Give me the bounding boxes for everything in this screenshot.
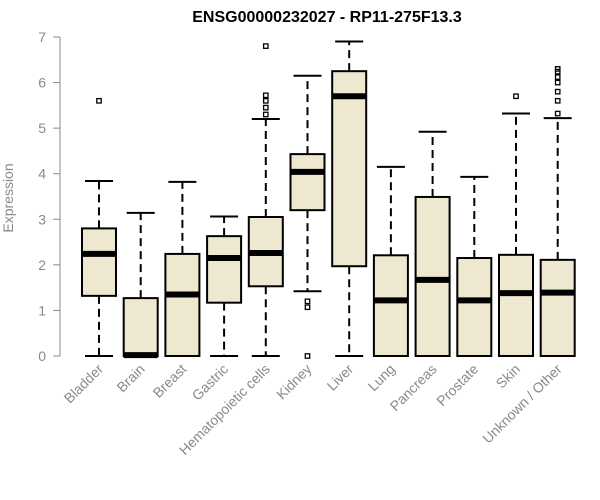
x-tick-label: Unknown / Other bbox=[479, 361, 565, 447]
y-tick-label: 0 bbox=[38, 348, 46, 364]
chart-title: ENSG00000232027 - RP11-275F13.3 bbox=[192, 9, 462, 26]
box-iqr bbox=[164, 252, 201, 357]
y-axis-ticks: 0 1 2 3 4 5 6 7 bbox=[38, 29, 60, 364]
box-iqr bbox=[456, 257, 493, 357]
x-tick-label: Prostate bbox=[433, 361, 481, 409]
x-tick-label: Kidney bbox=[273, 361, 315, 403]
box-group bbox=[122, 211, 159, 359]
box-iqr bbox=[498, 253, 534, 357]
outlier-point bbox=[554, 88, 561, 95]
outlier-point bbox=[262, 43, 269, 49]
y-tick-label: 3 bbox=[38, 211, 46, 227]
x-tick-label: Breast bbox=[150, 361, 190, 401]
box-group bbox=[247, 43, 284, 357]
y-tick-label: 1 bbox=[38, 302, 46, 318]
y-tick-label: 4 bbox=[38, 166, 46, 182]
outlier-point bbox=[554, 66, 561, 72]
outlier-point bbox=[262, 111, 269, 118]
box-group bbox=[372, 165, 409, 357]
y-axis-label: Expression bbox=[0, 163, 16, 232]
box-iqr bbox=[331, 70, 368, 268]
outlier-point bbox=[262, 97, 269, 104]
box-iqr bbox=[414, 195, 451, 357]
box-group bbox=[206, 215, 243, 357]
outlier-point bbox=[554, 74, 561, 80]
outlier-point bbox=[554, 110, 561, 117]
outlier-point bbox=[304, 298, 311, 305]
box-iqr bbox=[81, 227, 117, 297]
outlier-point bbox=[262, 104, 269, 111]
y-tick-label: 7 bbox=[38, 29, 46, 45]
box-iqr bbox=[122, 297, 159, 358]
box-iqr bbox=[289, 153, 326, 212]
outlier-point bbox=[262, 92, 269, 99]
x-tick-label: Brain bbox=[113, 361, 147, 395]
boxplot-series bbox=[81, 40, 576, 359]
outlier-point bbox=[304, 304, 311, 311]
box-group bbox=[164, 180, 201, 357]
outlier-point bbox=[554, 97, 561, 104]
box-iqr bbox=[372, 254, 409, 357]
outlier-point bbox=[304, 353, 311, 359]
box-iqr bbox=[539, 258, 576, 358]
box-group bbox=[289, 74, 326, 359]
x-tick-label: Skin bbox=[493, 361, 524, 392]
outlier-point bbox=[554, 79, 561, 86]
y-tick-label: 5 bbox=[38, 120, 46, 136]
box-iqr bbox=[206, 235, 243, 304]
box-group bbox=[81, 97, 117, 357]
box-group bbox=[539, 66, 576, 358]
x-tick-label: Liver bbox=[324, 361, 357, 394]
box-group bbox=[331, 40, 368, 357]
y-tick-label: 6 bbox=[38, 75, 46, 91]
x-tick-label: Bladder bbox=[61, 361, 107, 407]
outlier-point bbox=[513, 93, 519, 100]
box-group bbox=[498, 93, 534, 357]
y-tick-label: 2 bbox=[38, 257, 46, 273]
outlier-point bbox=[96, 97, 102, 104]
box-group bbox=[456, 175, 493, 357]
x-tick-label: Lung bbox=[365, 361, 398, 394]
box-group bbox=[414, 130, 451, 357]
